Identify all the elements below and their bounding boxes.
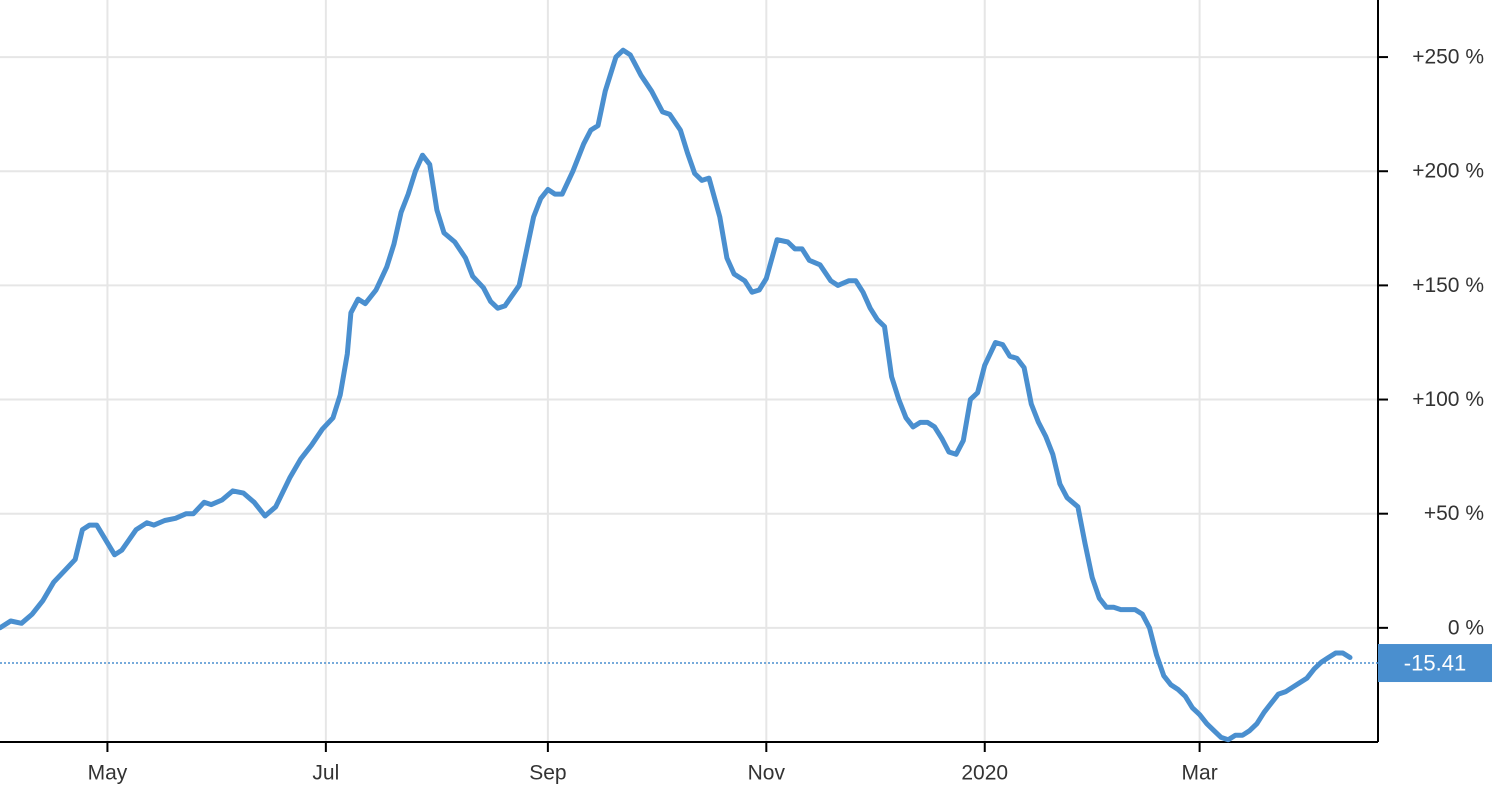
gridlines xyxy=(0,0,1378,742)
y-tick-label: +100 % xyxy=(1412,388,1484,411)
x-axis-ticks: May Jul Sep Nov 2020 Mar xyxy=(88,742,1218,785)
y-tick-label: +250 % xyxy=(1412,46,1484,69)
x-tick-label: May xyxy=(88,762,128,785)
axes xyxy=(0,0,1379,743)
x-tick-label: Sep xyxy=(529,762,566,785)
x-tick-label: Jul xyxy=(312,762,339,785)
y-tick-label: +50 % xyxy=(1424,502,1484,525)
y-tick-label: +150 % xyxy=(1412,274,1484,297)
last-value-badge-background xyxy=(1378,644,1492,683)
y-tick-label: +200 % xyxy=(1412,160,1484,183)
x-tick-label: Nov xyxy=(748,762,786,785)
y-tick-label: 0 % xyxy=(1448,616,1484,639)
last-value-label: -15.41 xyxy=(1404,651,1466,676)
x-tick-label: Mar xyxy=(1182,762,1218,785)
y-axis-ticks: +250 % +200 % +150 % +100 % +50 % 0 % xyxy=(1378,46,1484,639)
series-line xyxy=(0,47,1353,743)
last-value-badge: -15.41 xyxy=(1378,644,1492,683)
x-tick-label: 2020 xyxy=(961,762,1008,785)
series-layer xyxy=(0,47,1353,743)
